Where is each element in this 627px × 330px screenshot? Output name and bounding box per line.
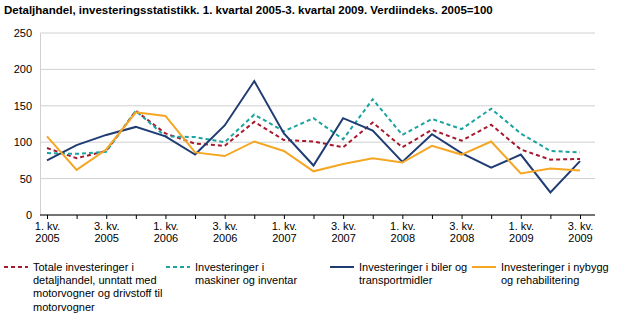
- chart: Detaljhandel, investeringsstatistikk. 1.…: [0, 0, 627, 330]
- y-tick-label: 200: [14, 63, 32, 75]
- x-tick-mark: [462, 215, 463, 219]
- x-tick-label: 3. kv.2005: [94, 220, 119, 245]
- legend-item: Investeringer imaskiner og inventar: [166, 261, 297, 286]
- x-tick-mark: [580, 215, 581, 219]
- x-tick: 1. kv.2005: [35, 215, 60, 244]
- series-line: [47, 112, 580, 173]
- x-tick: [136, 215, 137, 219]
- legend-item: Investeringer i nybyggog rehabilitering: [472, 261, 609, 286]
- x-tick-mark: [373, 215, 374, 219]
- x-tick-mark: [491, 215, 492, 219]
- x-tick: 3. kv.2008: [449, 215, 474, 244]
- y-tick-label: 150: [14, 100, 32, 112]
- legend-label: Investeringer imaskiner og inventar: [195, 261, 297, 286]
- x-tick: 1. kv.2006: [153, 215, 178, 244]
- x-tick: 3. kv.2005: [94, 215, 119, 244]
- legend: Totale investeringer idetaljhandel, unnt…: [4, 261, 609, 313]
- grid: [40, 33, 595, 215]
- x-tick: [373, 215, 374, 219]
- series-line: [47, 99, 580, 154]
- x-tick-mark: [432, 215, 433, 219]
- x-tick: [254, 215, 255, 219]
- x-tick: 1. kv.2008: [390, 215, 415, 244]
- x-tick-mark: [402, 215, 403, 219]
- grid-line: [40, 178, 595, 179]
- grid-line: [40, 69, 595, 70]
- x-tick-mark: [165, 215, 166, 219]
- x-tick-label: 1. kv.2009: [509, 220, 534, 245]
- y-tick-label: 250: [14, 27, 32, 39]
- grid-line: [40, 215, 595, 216]
- y-tick: 250: [14, 27, 40, 39]
- x-tick-label: 1. kv.2005: [35, 220, 60, 245]
- x-tick-mark: [254, 215, 255, 219]
- y-tick-label: 100: [14, 136, 32, 148]
- x-tick-label: 1. kv.2006: [153, 220, 178, 245]
- y-tick: 200: [14, 63, 40, 75]
- y-axis: 0 50 100 150 200 250: [14, 27, 41, 221]
- x-tick-mark: [195, 215, 196, 219]
- x-tick-label: 1. kv.2007: [272, 220, 297, 245]
- title: Detaljhandel, investeringsstatistikk. 1.…: [4, 4, 493, 16]
- grid-line: [40, 33, 595, 34]
- x-tick: 3. kv.2007: [331, 215, 356, 244]
- legend-label: Investeringer i biler ogtransportmidler: [359, 261, 467, 286]
- y-tick: 100: [14, 136, 40, 148]
- legend-swatch: [330, 266, 354, 268]
- x-tick: [432, 215, 433, 219]
- grid-line: [40, 105, 595, 106]
- x-axis: 1. kv.2005 3. kv.2005 1. kv.2006 3. kv.2006…: [35, 215, 595, 244]
- x-tick: [77, 215, 78, 219]
- legend-label: Investeringer i nybyggog rehabilitering: [501, 261, 609, 286]
- x-tick-mark: [225, 215, 226, 219]
- legend-label: Totale investeringer idetaljhandel, unnt…: [33, 261, 162, 313]
- y-tick-label: 0: [26, 209, 32, 221]
- x-tick: 3. kv.2006: [212, 215, 237, 244]
- x-tick-label: 3. kv.2006: [212, 220, 237, 245]
- x-tick-mark: [550, 215, 551, 219]
- x-tick: [491, 215, 492, 219]
- x-tick: [550, 215, 551, 219]
- series-line: [47, 81, 580, 192]
- legend-item: Totale investeringer idetaljhandel, unnt…: [4, 261, 162, 313]
- x-tick-mark: [106, 215, 107, 219]
- legend-swatch: [166, 266, 190, 268]
- x-tick: 1. kv.2007: [272, 215, 297, 244]
- y-tick-label: 50: [20, 173, 32, 185]
- x-tick-label: 1. kv.2008: [390, 220, 415, 245]
- legend-item: Investeringer i biler ogtransportmidler: [330, 261, 467, 286]
- x-tick-mark: [77, 215, 78, 219]
- legend-swatch: [4, 266, 28, 268]
- x-tick: [314, 215, 315, 219]
- x-tick-mark: [136, 215, 137, 219]
- x-axis-line: [40, 215, 595, 216]
- legend-swatch: [472, 266, 496, 268]
- x-tick-label: 3. kv.2008: [449, 220, 474, 245]
- x-tick-mark: [521, 215, 522, 219]
- x-tick-label: 3. kv.2009: [568, 220, 593, 245]
- x-tick-label: 3. kv.2007: [331, 220, 356, 245]
- x-tick: 1. kv.2009: [509, 215, 534, 244]
- x-tick-mark: [284, 215, 285, 219]
- x-tick-mark: [314, 215, 315, 219]
- y-axis-line: [40, 34, 41, 216]
- x-tick-mark: [47, 215, 48, 219]
- x-tick: [195, 215, 196, 219]
- y-tick: 150: [14, 100, 40, 112]
- lines: [47, 81, 580, 192]
- x-tick: 3. kv.2009: [568, 215, 593, 244]
- x-tick-mark: [343, 215, 344, 219]
- y-tick: 50: [20, 173, 40, 185]
